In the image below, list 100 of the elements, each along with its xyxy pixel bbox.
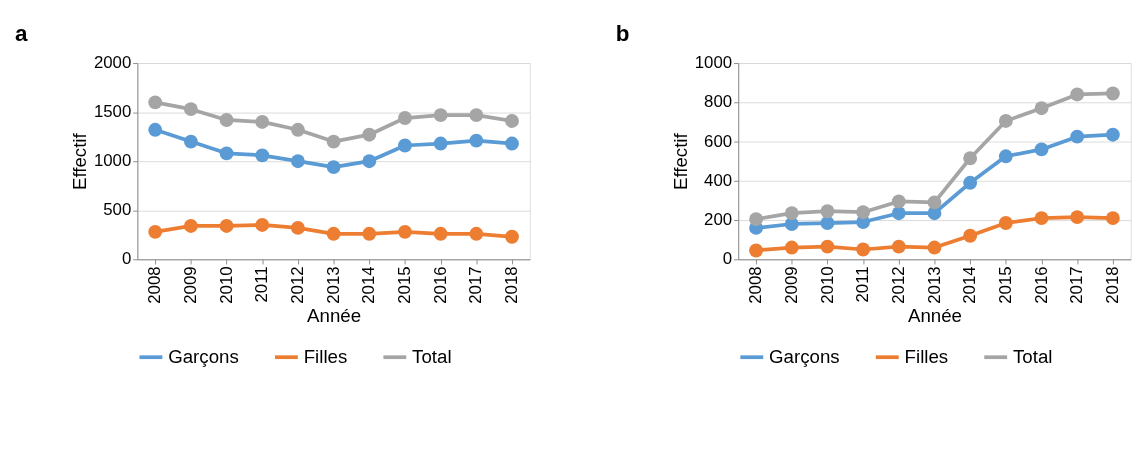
point [891,239,906,254]
x-tick-label: 2011 [252,266,272,303]
legend-label: Filles [904,345,949,367]
point [398,138,412,153]
y-tick-label: 0 [722,249,733,269]
point [963,151,978,166]
x-tick-label: 2017 [1067,266,1087,304]
point [963,175,978,190]
point [398,224,412,239]
y-tick-label: 400 [704,170,733,190]
point [1105,211,1120,226]
point [505,229,519,244]
x-tick-label: 2010 [216,266,236,304]
y-tick-label: 1000 [694,53,733,73]
y-axis-title: Effectif [69,132,91,191]
point [183,102,198,117]
point [784,240,799,255]
point [927,240,942,255]
point [963,228,978,243]
x-tick-label: 2015 [395,266,415,304]
x-tick-label: 2018 [502,266,522,304]
point [749,212,764,226]
point [326,134,341,149]
y-tick-label: 500 [103,200,132,220]
y-tick-label: 200 [704,210,733,230]
x-tick-label: 2015 [995,266,1015,304]
point [433,136,448,151]
x-tick-label: 2009 [781,266,801,304]
point [362,154,377,169]
point [749,243,764,258]
point [927,195,942,210]
point [891,194,906,209]
legend-label: Garçons [168,345,239,367]
point [1070,87,1085,102]
point [1105,127,1120,142]
legend-label: Total [412,345,452,367]
x-tick-label: 2013 [924,266,944,304]
point [505,136,519,151]
point [1034,142,1049,157]
point [148,122,163,137]
x-tick-label: 2017 [466,266,486,304]
point [255,115,270,129]
x-tick-label: 2013 [323,266,343,304]
y-tick-label: 600 [704,131,733,151]
point [433,108,448,122]
legend-label: Total [1012,345,1053,367]
point [326,226,341,241]
chart-title: b [615,20,630,46]
point [998,114,1013,128]
y-tick-label: 0 [121,249,132,269]
point [291,122,305,137]
x-axis-title: Année [307,305,362,327]
point [469,108,484,122]
point [784,206,799,221]
point [1070,129,1085,144]
x-tick-label: 2012 [288,266,308,304]
point [219,146,234,161]
x-tick-label: 2009 [181,266,201,304]
point [469,133,484,148]
x-tick-label: 2016 [430,266,450,304]
point [820,239,835,254]
y-axis-title: Effectif [670,132,692,191]
y-tick-label: 2000 [93,53,132,73]
point [891,206,906,221]
point [1034,211,1049,226]
y-tick-label: 1500 [93,102,132,122]
y-tick-label: 1000 [93,151,132,171]
point [820,216,835,230]
x-axis-title: Année [907,305,962,327]
x-tick-label: 2008 [746,266,766,304]
x-tick-label: 2014 [960,266,980,304]
x-tick-label: 2016 [1031,266,1051,304]
point [998,149,1013,164]
point [326,160,341,174]
x-tick-label: 2018 [1103,266,1123,304]
point [856,205,871,220]
point [820,204,835,219]
point [433,226,448,241]
point [362,226,377,241]
chart-title: a [14,20,28,46]
x-tick-label: 2011 [853,266,873,303]
legend-label: Garçons [769,345,840,367]
y-tick-label: 800 [704,92,733,112]
point [183,134,198,149]
x-tick-label: 2012 [888,266,908,304]
point [219,219,234,233]
point [255,148,270,163]
point [291,221,305,235]
point [362,127,377,142]
point [291,154,305,169]
legend-label: Filles [303,345,348,367]
point [998,216,1013,230]
x-tick-label: 2010 [817,266,837,304]
point [255,218,270,232]
point [219,113,234,127]
point [183,219,198,233]
point [1105,86,1120,101]
point [856,242,871,257]
point [398,111,412,125]
x-tick-label: 2008 [145,266,165,304]
